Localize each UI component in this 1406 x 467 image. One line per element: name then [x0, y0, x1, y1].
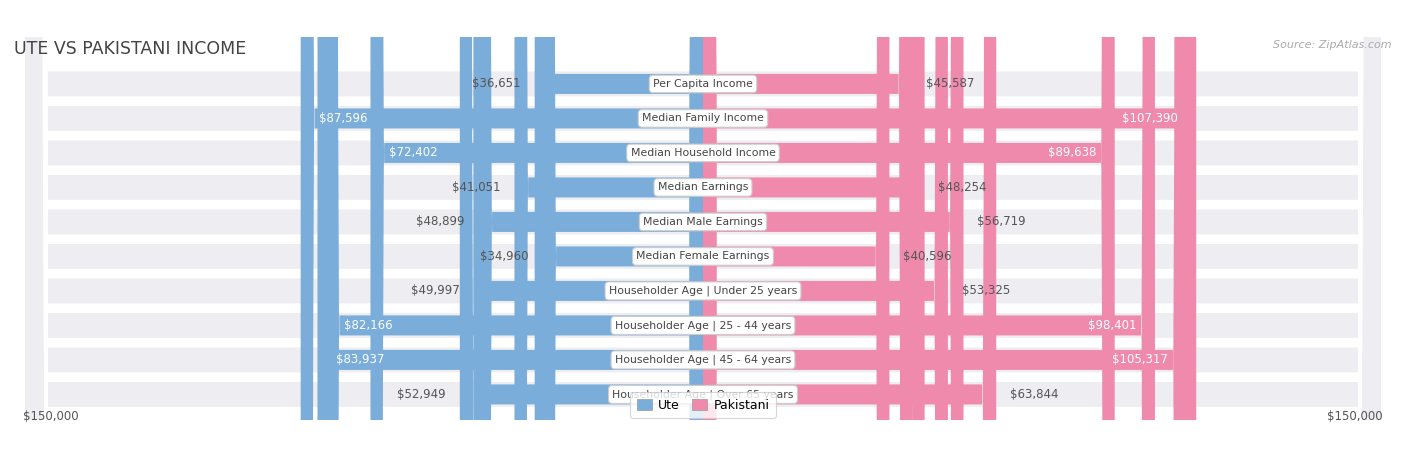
Text: $45,587: $45,587: [927, 78, 974, 91]
Text: $40,596: $40,596: [903, 250, 952, 263]
Text: Householder Age | 45 - 64 years: Householder Age | 45 - 64 years: [614, 354, 792, 365]
Text: Householder Age | Under 25 years: Householder Age | Under 25 years: [609, 286, 797, 296]
Text: $89,638: $89,638: [1047, 147, 1097, 159]
Text: $56,719: $56,719: [977, 215, 1026, 228]
Text: $63,844: $63,844: [1010, 388, 1059, 401]
Text: $87,596: $87,596: [319, 112, 367, 125]
Text: $49,997: $49,997: [411, 284, 460, 297]
Text: Per Capita Income: Per Capita Income: [652, 79, 754, 89]
FancyBboxPatch shape: [24, 0, 1382, 467]
FancyBboxPatch shape: [703, 0, 1187, 467]
Text: $105,317: $105,317: [1112, 354, 1168, 367]
FancyBboxPatch shape: [326, 0, 703, 467]
Text: $150,000: $150,000: [1327, 410, 1382, 424]
FancyBboxPatch shape: [318, 0, 703, 467]
Text: Median Household Income: Median Household Income: [630, 148, 776, 158]
FancyBboxPatch shape: [24, 0, 1382, 467]
Text: Median Family Income: Median Family Income: [643, 113, 763, 123]
Text: $36,651: $36,651: [472, 78, 520, 91]
FancyBboxPatch shape: [24, 0, 1382, 467]
FancyBboxPatch shape: [460, 0, 703, 467]
Text: Source: ZipAtlas.com: Source: ZipAtlas.com: [1274, 40, 1392, 50]
FancyBboxPatch shape: [703, 0, 997, 467]
FancyBboxPatch shape: [478, 0, 703, 467]
Text: Median Male Earnings: Median Male Earnings: [643, 217, 763, 227]
FancyBboxPatch shape: [24, 0, 1382, 467]
Text: Median Female Earnings: Median Female Earnings: [637, 251, 769, 262]
FancyBboxPatch shape: [703, 0, 1115, 467]
FancyBboxPatch shape: [515, 0, 703, 467]
FancyBboxPatch shape: [24, 0, 1382, 467]
FancyBboxPatch shape: [703, 0, 925, 467]
FancyBboxPatch shape: [534, 0, 703, 467]
FancyBboxPatch shape: [703, 0, 1197, 467]
FancyBboxPatch shape: [703, 0, 890, 467]
FancyBboxPatch shape: [24, 0, 1382, 467]
Text: $82,166: $82,166: [344, 319, 392, 332]
FancyBboxPatch shape: [24, 0, 1382, 467]
Text: $98,401: $98,401: [1088, 319, 1136, 332]
Text: Householder Age | Over 65 years: Householder Age | Over 65 years: [612, 389, 794, 400]
Legend: Ute, Pakistani: Ute, Pakistani: [630, 392, 776, 418]
FancyBboxPatch shape: [24, 0, 1382, 467]
Text: $48,254: $48,254: [938, 181, 987, 194]
Text: $48,899: $48,899: [416, 215, 464, 228]
FancyBboxPatch shape: [703, 0, 963, 467]
FancyBboxPatch shape: [703, 0, 1154, 467]
FancyBboxPatch shape: [370, 0, 703, 467]
FancyBboxPatch shape: [24, 0, 1382, 467]
FancyBboxPatch shape: [543, 0, 703, 467]
FancyBboxPatch shape: [301, 0, 703, 467]
FancyBboxPatch shape: [703, 0, 948, 467]
Text: $107,390: $107,390: [1122, 112, 1178, 125]
Text: $53,325: $53,325: [962, 284, 1010, 297]
Text: $34,960: $34,960: [481, 250, 529, 263]
Text: $41,051: $41,051: [453, 181, 501, 194]
Text: Median Earnings: Median Earnings: [658, 183, 748, 192]
Text: $150,000: $150,000: [24, 410, 79, 424]
Text: $72,402: $72,402: [389, 147, 437, 159]
FancyBboxPatch shape: [703, 0, 912, 467]
Text: Householder Age | 25 - 44 years: Householder Age | 25 - 44 years: [614, 320, 792, 331]
Text: $83,937: $83,937: [336, 354, 384, 367]
Text: UTE VS PAKISTANI INCOME: UTE VS PAKISTANI INCOME: [14, 40, 246, 58]
Text: $52,949: $52,949: [398, 388, 446, 401]
FancyBboxPatch shape: [474, 0, 703, 467]
FancyBboxPatch shape: [24, 0, 1382, 467]
